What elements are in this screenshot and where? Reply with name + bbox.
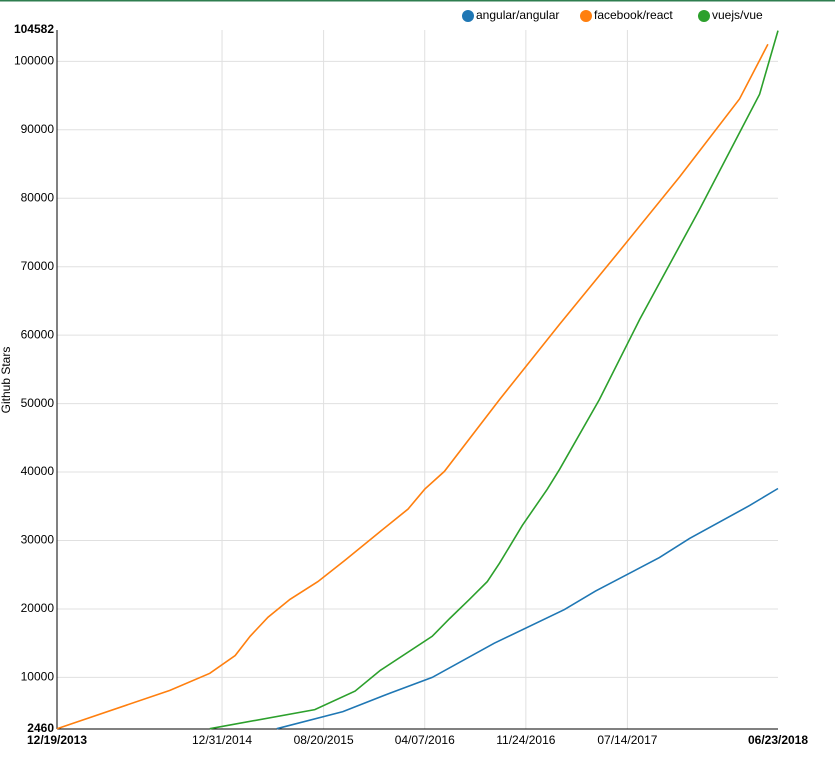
legend-label: facebook/react bbox=[594, 8, 673, 22]
y-tick-label: 30000 bbox=[21, 533, 55, 547]
series-line bbox=[56, 43, 769, 730]
x-tick-label: 07/14/2017 bbox=[597, 733, 657, 747]
x-tick-label: 04/07/2016 bbox=[395, 733, 455, 747]
y-axis-label: Github Stars bbox=[0, 347, 13, 414]
series-line bbox=[209, 30, 779, 730]
legend-label: angular/angular bbox=[476, 8, 559, 22]
x-tick-label: 08/20/2015 bbox=[294, 733, 354, 747]
x-tick-label: 12/31/2014 bbox=[192, 733, 252, 747]
y-tick-label: 20000 bbox=[21, 601, 55, 615]
legend-marker bbox=[698, 10, 710, 22]
legend-marker bbox=[580, 10, 592, 22]
y-tick-label: 40000 bbox=[21, 464, 55, 478]
series-line bbox=[276, 487, 779, 730]
x-tick-label: 12/19/2013 bbox=[27, 733, 87, 747]
y-tick-label: 10000 bbox=[21, 670, 55, 684]
legend-marker bbox=[462, 10, 474, 22]
y-tick-label: 100000 bbox=[14, 54, 54, 68]
y-tick-label: 104582 bbox=[14, 22, 54, 36]
legend-label: vuejs/vue bbox=[712, 8, 763, 22]
x-tick-label: 06/23/2018 bbox=[748, 733, 808, 747]
y-tick-label: 70000 bbox=[21, 259, 55, 273]
y-tick-label: 2460 bbox=[27, 721, 54, 735]
y-tick-label: 50000 bbox=[21, 396, 55, 410]
y-tick-label: 60000 bbox=[21, 327, 55, 341]
x-tick-label: 11/24/2016 bbox=[496, 733, 555, 747]
y-tick-label: 90000 bbox=[21, 122, 55, 136]
y-tick-label: 80000 bbox=[21, 190, 55, 204]
